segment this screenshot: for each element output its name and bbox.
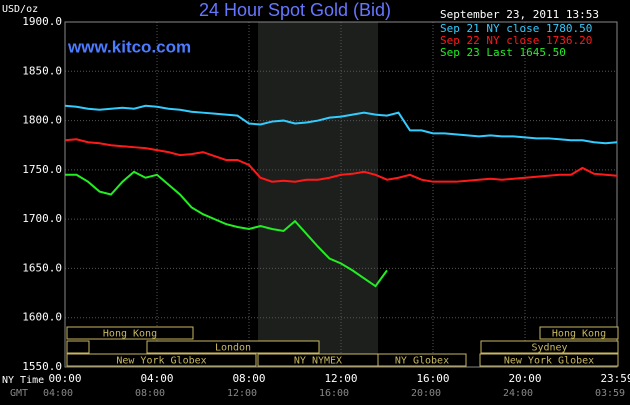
session-label: New York Globex — [116, 356, 206, 367]
x-tick-label: 16:00 — [416, 372, 449, 385]
x-tick-label: 23:59 — [600, 372, 630, 385]
x-tick-label: 12:00 — [324, 372, 357, 385]
legend-label: Sep 23 Last 1645.50 — [440, 46, 566, 59]
watermark: www.kitco.com — [67, 37, 191, 56]
x2-tick-label: 08:00 — [135, 388, 165, 399]
x2-tick-label: 16:00 — [319, 388, 349, 399]
session-label: Hong Kong — [103, 329, 157, 340]
session-box — [66, 353, 257, 367]
y-tick-label: 1850.0 — [22, 64, 62, 77]
x2-tick-label: 03:59 — [595, 388, 625, 399]
y-tick-label: 1600.0 — [22, 311, 62, 324]
session-box — [66, 326, 194, 340]
session-box — [146, 340, 320, 354]
legend-label: Sep 21 NY close 1780.50 — [440, 22, 592, 35]
y-tick-label: 1700.0 — [22, 212, 62, 225]
session-label: NY NYMEX — [294, 356, 342, 367]
y-axis-label: USD/oz — [2, 4, 38, 15]
session-box — [480, 340, 619, 354]
session-label: London — [215, 343, 251, 354]
y-tick-label: 1650.0 — [22, 261, 62, 274]
y-tick-label: 1750.0 — [22, 163, 62, 176]
session-box — [66, 340, 90, 354]
x2-tick-label: 12:00 — [227, 388, 257, 399]
session-label: Hong Kong — [552, 329, 606, 340]
x-tick-label: 04:00 — [140, 372, 173, 385]
y-tick-label: 1550.0 — [22, 360, 62, 373]
price-line — [64, 104, 618, 145]
y-tick-label: 1900.0 — [22, 15, 62, 28]
x2-tick-label: 04:00 — [43, 388, 73, 399]
legend-label: Sep 22 NY close 1736.20 — [440, 34, 592, 47]
x-tick-label: 08:00 — [232, 372, 265, 385]
session-box — [377, 353, 467, 367]
session-label: Sydney — [531, 343, 567, 354]
price-line — [65, 170, 388, 288]
x-axis-label: NY Time — [2, 375, 44, 386]
plot-frame — [64, 21, 618, 368]
x2-axis-label: GMT — [10, 388, 28, 399]
session-label: NY Globex — [395, 356, 449, 367]
price-line — [64, 138, 618, 183]
market-hours-shade — [258, 22, 378, 367]
chart-title: 24 Hour Spot Gold (Bid) — [199, 0, 391, 20]
x2-tick-label: 20:00 — [411, 388, 441, 399]
x-tick-label: 00:00 — [48, 372, 81, 385]
x2-tick-label: 24:00 — [503, 388, 533, 399]
y-tick-label: 1800.0 — [22, 114, 62, 127]
session-label: New York Globex — [504, 356, 594, 367]
session-box — [539, 326, 619, 340]
x-tick-label: 20:00 — [508, 372, 541, 385]
session-box — [479, 353, 619, 367]
timestamp: September 23, 2011 13:53 — [440, 8, 599, 21]
